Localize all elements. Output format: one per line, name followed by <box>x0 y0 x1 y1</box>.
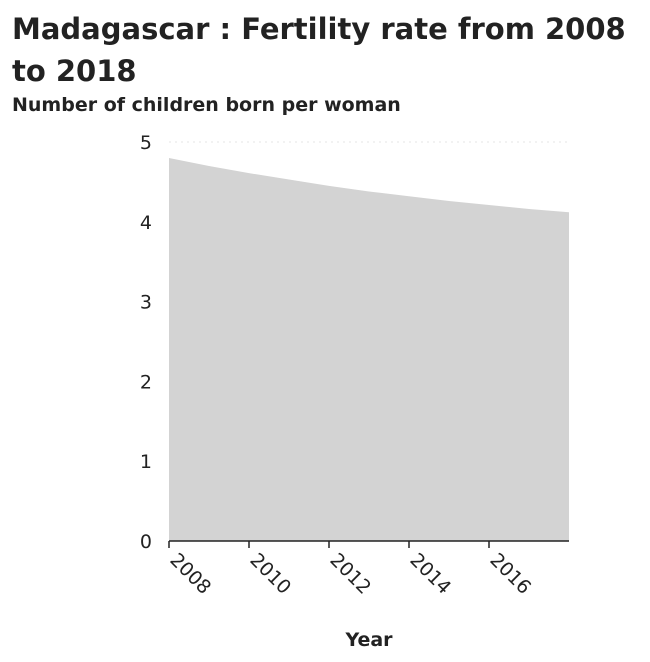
y-axis-label: Number of children born per woman <box>12 94 401 116</box>
y-tick-labels: 0 1 2 3 4 5 <box>140 132 152 553</box>
y-tick-label: 3 <box>140 292 152 314</box>
x-tick-label: 2014 <box>405 549 455 599</box>
x-tick-labels: 2008 2010 2012 2014 2016 <box>165 549 535 599</box>
x-axis-label: Year <box>344 629 393 651</box>
y-tick-label: 1 <box>140 451 152 473</box>
x-tick-label: 2016 <box>485 549 535 599</box>
y-tick-label: 5 <box>140 132 152 154</box>
chart-title: Madagascar : Fertility rate from 2008 to… <box>12 12 626 88</box>
y-tick-label: 4 <box>140 212 152 234</box>
area-series <box>169 157 569 541</box>
x-tick-label: 2010 <box>245 549 295 599</box>
axes <box>168 540 569 548</box>
y-tick-label: 2 <box>140 371 152 393</box>
x-tick-label: 2012 <box>325 549 375 599</box>
x-tick-label: 2008 <box>165 549 215 599</box>
y-tick-label: 0 <box>140 531 152 553</box>
area-fill <box>169 157 569 541</box>
